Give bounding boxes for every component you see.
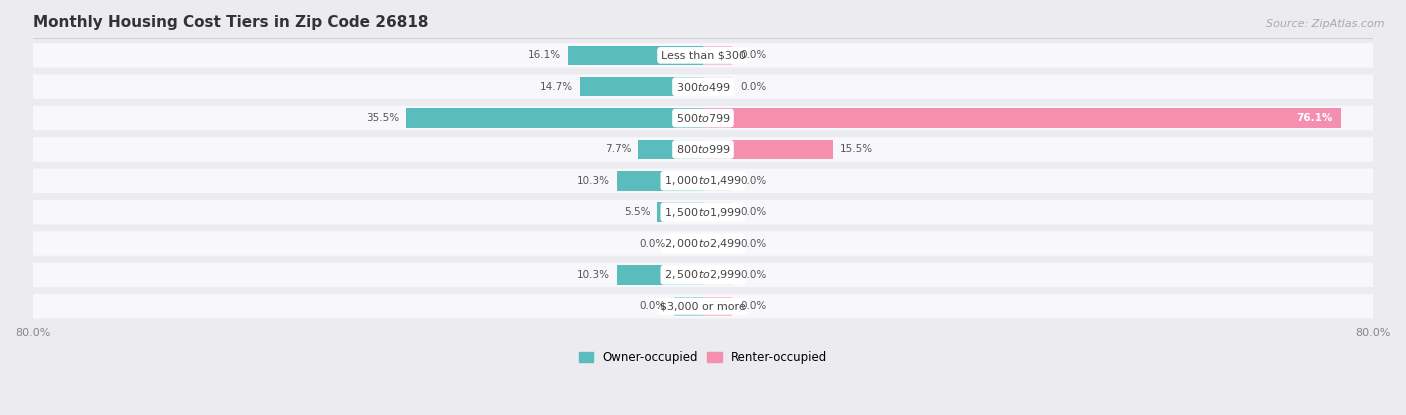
Text: Monthly Housing Cost Tiers in Zip Code 26818: Monthly Housing Cost Tiers in Zip Code 2… (32, 15, 429, 30)
Text: 35.5%: 35.5% (366, 113, 399, 123)
Text: $1,000 to $1,499: $1,000 to $1,499 (664, 174, 742, 187)
Bar (703, 108, 1341, 128)
Text: 0.0%: 0.0% (741, 50, 766, 60)
Bar (703, 171, 733, 190)
Text: 5.5%: 5.5% (624, 207, 650, 217)
Text: 16.1%: 16.1% (529, 50, 561, 60)
Text: 0.0%: 0.0% (741, 207, 766, 217)
Text: 76.1%: 76.1% (1296, 113, 1333, 123)
FancyBboxPatch shape (32, 74, 1374, 99)
Text: $300 to $499: $300 to $499 (675, 81, 731, 93)
Text: 10.3%: 10.3% (576, 270, 610, 280)
FancyBboxPatch shape (32, 106, 1374, 130)
Text: 7.7%: 7.7% (605, 144, 631, 154)
FancyBboxPatch shape (32, 168, 1374, 193)
Text: $2,000 to $2,499: $2,000 to $2,499 (664, 237, 742, 250)
Legend: Owner-occupied, Renter-occupied: Owner-occupied, Renter-occupied (574, 347, 832, 369)
Bar (657, 203, 703, 222)
Bar (703, 46, 733, 65)
FancyBboxPatch shape (32, 137, 1374, 162)
FancyBboxPatch shape (32, 43, 1374, 68)
Text: 0.0%: 0.0% (640, 301, 665, 311)
Bar (579, 77, 703, 96)
FancyBboxPatch shape (32, 263, 1374, 287)
Bar (617, 171, 703, 190)
Bar (673, 296, 703, 316)
Bar (617, 171, 703, 190)
Bar (579, 77, 703, 96)
Bar (657, 203, 703, 222)
Bar (703, 203, 733, 222)
Text: Less than $300: Less than $300 (661, 50, 745, 60)
Bar (568, 46, 703, 65)
Bar (703, 77, 733, 96)
Text: 0.0%: 0.0% (741, 270, 766, 280)
Bar (405, 108, 703, 128)
FancyBboxPatch shape (32, 294, 1374, 318)
Bar (703, 140, 832, 159)
Text: $500 to $799: $500 to $799 (675, 112, 731, 124)
Text: 10.3%: 10.3% (576, 176, 610, 186)
Bar (673, 234, 703, 253)
Bar (617, 265, 703, 285)
Text: $800 to $999: $800 to $999 (675, 144, 731, 156)
Bar (638, 140, 703, 159)
FancyBboxPatch shape (32, 200, 1374, 225)
Bar (405, 108, 703, 128)
Text: 0.0%: 0.0% (640, 239, 665, 249)
Bar (617, 265, 703, 285)
Text: 15.5%: 15.5% (839, 144, 873, 154)
Text: 0.0%: 0.0% (741, 82, 766, 92)
Bar (703, 296, 733, 316)
Bar (703, 234, 733, 253)
Bar (703, 265, 733, 285)
Text: 0.0%: 0.0% (741, 176, 766, 186)
Text: 14.7%: 14.7% (540, 82, 574, 92)
Text: $1,500 to $1,999: $1,500 to $1,999 (664, 206, 742, 219)
Text: $3,000 or more: $3,000 or more (661, 301, 745, 311)
Bar (568, 46, 703, 65)
Text: $2,500 to $2,999: $2,500 to $2,999 (664, 269, 742, 281)
Bar (638, 140, 703, 159)
Text: 0.0%: 0.0% (741, 239, 766, 249)
Text: 0.0%: 0.0% (741, 301, 766, 311)
Text: Source: ZipAtlas.com: Source: ZipAtlas.com (1267, 19, 1385, 29)
FancyBboxPatch shape (32, 231, 1374, 256)
